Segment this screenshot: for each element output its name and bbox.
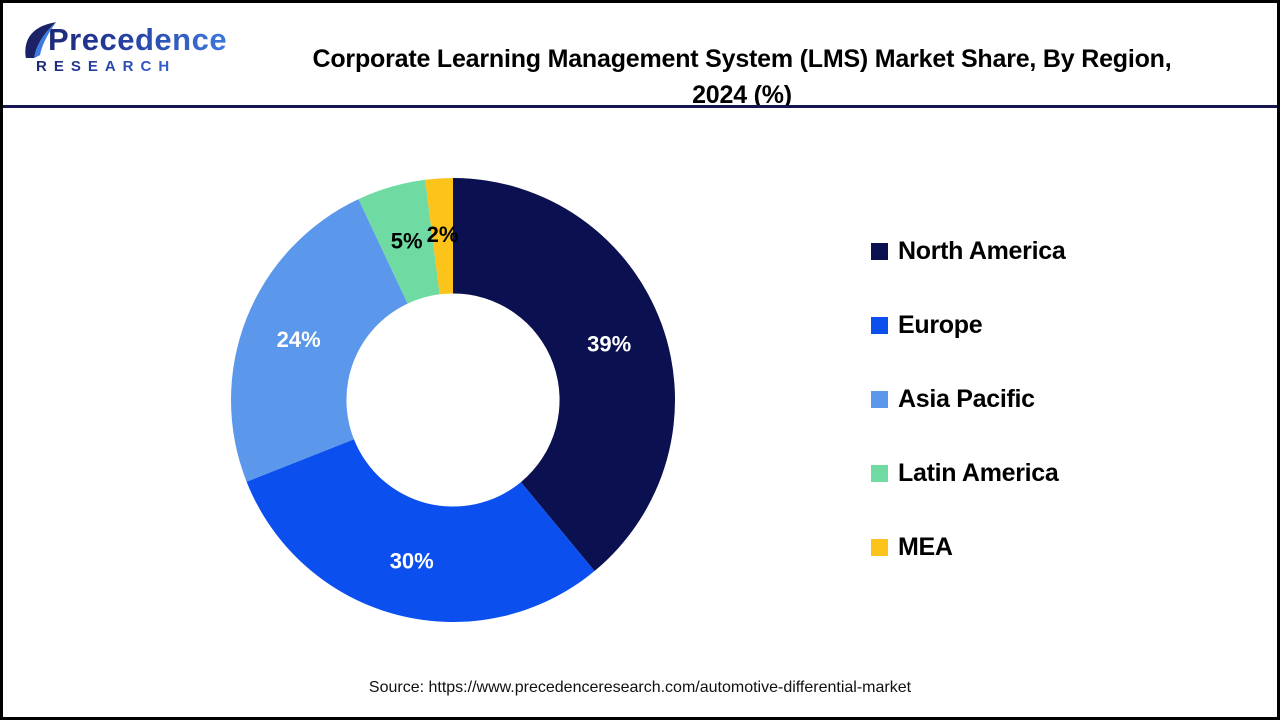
pie-label-latin-america: 5%: [391, 229, 423, 254]
legend-item-mea: MEA: [871, 532, 1065, 562]
source-text: Source: https://www.precedenceresearch.c…: [3, 679, 1277, 697]
legend-swatch-asia-pacific: [871, 391, 888, 408]
legend-swatch-europe: [871, 317, 888, 334]
legend-item-north-america: North America: [871, 236, 1065, 266]
pie-label-mea: 2%: [427, 222, 459, 247]
legend-item-latin-america: Latin America: [871, 458, 1065, 488]
legend-label-north-america: North America: [898, 237, 1065, 266]
legend-item-asia-pacific: Asia Pacific: [871, 384, 1065, 414]
legend-label-europe: Europe: [898, 311, 982, 340]
pie-label-europe: 30%: [390, 549, 434, 574]
legend-label-latin-america: Latin America: [898, 459, 1059, 488]
pie-label-north-america: 39%: [587, 332, 631, 357]
legend-swatch-north-america: [871, 243, 888, 260]
legend-item-europe: Europe: [871, 310, 1065, 340]
donut-chart: 39% 30% 24% 5%2%: [3, 3, 1280, 723]
legend-label-mea: MEA: [898, 533, 953, 562]
legend-swatch-mea: [871, 539, 888, 556]
pie-label-asia-pacific: 24%: [277, 327, 321, 352]
legend-label-asia-pacific: Asia Pacific: [898, 385, 1035, 414]
legend-swatch-latin-america: [871, 465, 888, 482]
chart-legend: North America Europe Asia Pacific Latin Ame…: [871, 236, 1065, 562]
